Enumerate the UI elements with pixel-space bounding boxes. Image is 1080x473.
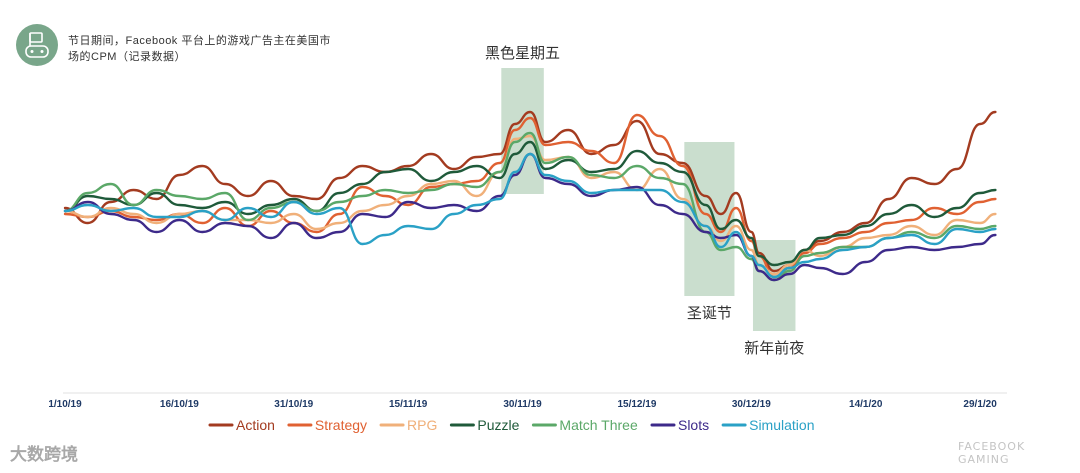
watermark-left: 大数跨境 [10,445,78,465]
x-tick-label: 15/12/19 [617,399,656,410]
series-line-match-three [63,131,997,282]
watermark-right-line-1: FACEBOOK [958,440,1026,453]
x-tick-label: 29/1/20 [963,399,997,410]
series-line-strategy [63,113,997,279]
gamepad-flag-icon [25,32,49,58]
watermark-right-line-2: GAMING [958,453,1010,466]
legend-label: RPG [407,417,437,433]
x-tick-label: 30/12/19 [732,399,771,410]
highlight-label: 新年前夜 [744,339,804,357]
x-tick-label: 1/10/19 [48,399,82,410]
series-line-slots [63,152,997,282]
series-line-simulation [63,152,997,279]
chart-title-line-2: 场的CPM（记录数据） [68,51,186,63]
legend-label: Action [236,417,275,433]
series-line-rpg [63,134,997,276]
highlight-label: 黑色星期五 [485,44,560,62]
chart-title-line-1: 节日期间，Facebook 平台上的游戏广告主在美国市 [68,35,331,47]
legend-label: Puzzle [477,417,519,433]
x-tick-label: 30/11/19 [503,399,542,410]
legend-label: Simulation [749,417,814,433]
x-tick-label: 16/10/19 [160,399,199,410]
legend-label: Strategy [315,417,367,433]
chart-title: 节日期间，Facebook 平台上的游戏广告主在美国市 场的CPM（记录数据） [68,33,331,65]
x-tick-label: 14/1/20 [849,399,883,410]
badge-logo [16,24,58,66]
x-tick-label: 31/10/19 [274,399,313,410]
watermark-right: FACEBOOK GAMING [958,440,1025,466]
legend-label: Slots [678,417,709,433]
legend-label: Match Three [559,417,638,433]
x-tick-label: 15/11/19 [389,399,428,410]
highlight-label: 圣诞节 [687,304,732,322]
